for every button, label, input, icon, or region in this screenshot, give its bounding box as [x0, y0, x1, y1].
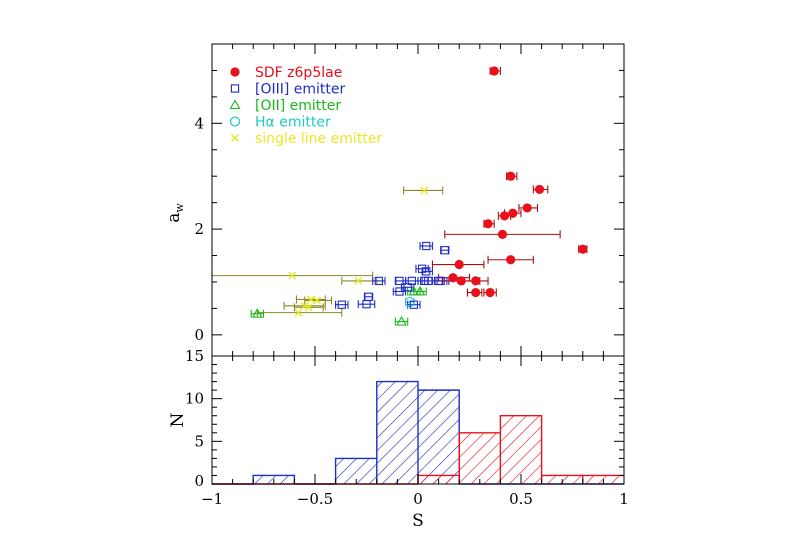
histogram-axis-ticks	[211, 355, 625, 485]
data-point-cross	[304, 303, 313, 312]
data-point-cross	[300, 301, 309, 310]
data-point-cross	[313, 296, 322, 305]
data-point-filled-circle	[448, 273, 458, 283]
data-point-cross	[294, 308, 303, 317]
histogram-x-tick-label: −0.5	[297, 490, 333, 508]
histogram-x-tick-labels: −1 −0.5 0 0.5 1	[201, 490, 629, 508]
scatter-y-tick-label: 2	[194, 220, 204, 238]
scatter-panel: 0 2 4 aw SDF z6p5lae[OIII] emitter[OII] em…	[164, 43, 625, 357]
data-point-cross	[288, 271, 297, 280]
scatter-points	[251, 66, 588, 326]
data-point-open-square	[403, 283, 412, 292]
data-point-filled-circle	[230, 67, 240, 77]
legend-entry-label: [OII] emitter	[255, 98, 341, 114]
data-point-filled-circle	[508, 208, 518, 218]
histogram-x-tick-label: 0	[413, 490, 423, 508]
histogram-bar-fill	[376, 381, 418, 484]
scatter-axis-ticks	[211, 44, 625, 356]
data-point-open-triangle	[251, 308, 263, 318]
data-point-open-square	[422, 267, 431, 276]
legend-entry-label: SDF z6p5lae	[255, 65, 342, 81]
data-point-open-triangle	[396, 316, 407, 326]
histogram-y-tick-label: 10	[185, 390, 204, 408]
data-point-open-square	[230, 84, 240, 93]
data-point-open-square	[374, 276, 384, 286]
data-point-filled-circle	[454, 259, 464, 270]
histogram-y-tick-label: 5	[194, 432, 204, 450]
histogram-x-axis-label: S	[412, 511, 424, 531]
data-point-open-square	[395, 276, 404, 286]
histogram-y-tick-labels: 0 5 10 15	[185, 347, 204, 490]
data-point-filled-circle	[489, 66, 499, 76]
data-point-filled-circle	[499, 211, 510, 221]
data-point-open-square	[436, 276, 445, 286]
histogram-bars	[212, 380, 624, 485]
data-point-filled-circle	[578, 244, 588, 254]
data-point-open-square	[337, 300, 346, 309]
data-point-open-triangle	[229, 99, 241, 110]
scatter-y-tick-label: 0	[194, 326, 204, 344]
data-point-filled-circle	[485, 287, 495, 298]
histogram-x-tick-label: −1	[201, 490, 223, 508]
histogram-y-tick-label: 15	[185, 347, 204, 365]
data-point-open-square	[424, 276, 433, 286]
scatter-y-tick-label: 4	[194, 114, 204, 132]
histogram-y-tick-label: 0	[194, 472, 204, 490]
data-point-filled-circle	[506, 255, 516, 265]
data-point-open-square	[422, 241, 431, 251]
data-point-filled-circle	[456, 276, 466, 286]
data-point-open-triangle	[414, 285, 426, 296]
histogram-x-tick-label: 1	[619, 490, 629, 508]
data-point-cross	[231, 134, 239, 142]
data-point-open-square	[395, 287, 404, 296]
histogram-plot-frame	[211, 355, 625, 485]
histogram-x-tick-label: 0.5	[509, 490, 533, 508]
data-point-open-circle	[229, 116, 241, 127]
data-point-cross	[306, 295, 315, 304]
histogram-bar-fill	[418, 390, 460, 484]
scatter-y-tick-labels: 0 2 4	[194, 114, 204, 344]
data-point-filled-circle	[471, 276, 481, 286]
data-point-filled-circle	[471, 287, 481, 298]
scatter-y-axis-label: aw	[164, 203, 186, 223]
data-point-cross	[420, 186, 429, 195]
legend-entry-label: [OIII] emitter	[255, 82, 346, 98]
data-point-open-square	[362, 300, 371, 309]
data-point-filled-circle	[534, 184, 545, 195]
histogram-bar-fill	[500, 415, 542, 484]
data-point-open-square	[440, 246, 449, 255]
histogram-panel: 0 5 10 15 −1 −0.5 0 0.5 1 N S	[168, 347, 629, 531]
data-point-open-square	[409, 300, 419, 309]
histogram-y-axis-label: N	[168, 412, 188, 427]
data-point-filled-circle	[506, 171, 516, 181]
legend-entry-label: single line emitter	[255, 131, 382, 147]
data-point-filled-circle	[483, 219, 493, 229]
data-point-filled-circle	[522, 203, 532, 213]
histogram-bar-fill	[459, 432, 501, 484]
legend: SDF z6p5lae[OIII] emitter[OII] emitterHα…	[229, 65, 382, 147]
data-point-cross	[354, 276, 363, 285]
data-point-filled-circle	[497, 229, 508, 239]
legend-entry-label: Hα emitter	[255, 115, 331, 131]
